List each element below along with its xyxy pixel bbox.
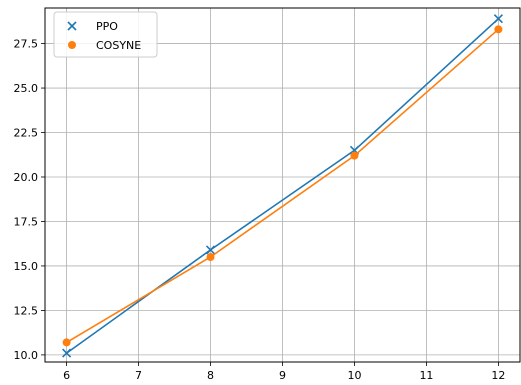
- y-tick-label: 20.0: [14, 171, 39, 184]
- x-marker-stroke: [205, 245, 216, 255]
- x-marker-stroke: [67, 21, 77, 31]
- axis-ticks: 6 7 8 9 10 11 12 10.0 12.5 15.0 17.5 20.0 22.5 25.0 27…: [14, 38, 506, 382]
- x-tick-label: 12: [491, 369, 505, 382]
- cosyne-data-point: [494, 25, 503, 34]
- x-tick-label: 9: [279, 369, 286, 382]
- x-tick-label: 8: [207, 369, 214, 382]
- legend-cosyne-label: COSYNE: [96, 39, 141, 52]
- series-layer: [62, 14, 503, 358]
- x-tick-label: 10: [347, 369, 361, 382]
- y-tick-label: 12.5: [14, 304, 39, 317]
- legend-box: [53, 11, 158, 58]
- legend-cosyne-marker: [68, 41, 76, 49]
- y-tick-label: 27.5: [14, 38, 39, 51]
- y-tick-label: 10.0: [14, 349, 39, 362]
- ppo-data-point: [62, 348, 72, 358]
- legend-ppo-label: PPO: [96, 20, 118, 33]
- y-tick-label: 22.5: [14, 127, 39, 140]
- grid: [45, 8, 520, 362]
- x-tick-label: 7: [135, 369, 142, 382]
- ppo-series-line: [66, 18, 499, 354]
- x-marker-stroke: [62, 348, 72, 358]
- legend: PPO COSYNE: [53, 11, 158, 58]
- x-tick-label: 6: [63, 369, 70, 382]
- y-tick-label: 25.0: [14, 82, 39, 95]
- cosyne-data-point: [350, 151, 359, 160]
- x-tick-label: 11: [419, 369, 433, 382]
- x-marker-stroke: [493, 14, 503, 24]
- y-tick-label: 15.0: [14, 260, 39, 273]
- y-tick-label: 17.5: [14, 215, 39, 228]
- cosyne-data-point: [206, 253, 215, 262]
- ppo-data-point: [493, 14, 503, 24]
- cosyne-series-line: [66, 28, 499, 344]
- legend-ppo-marker: [67, 21, 77, 31]
- cosyne-data-point: [62, 338, 71, 347]
- ppo-data-point: [205, 245, 216, 255]
